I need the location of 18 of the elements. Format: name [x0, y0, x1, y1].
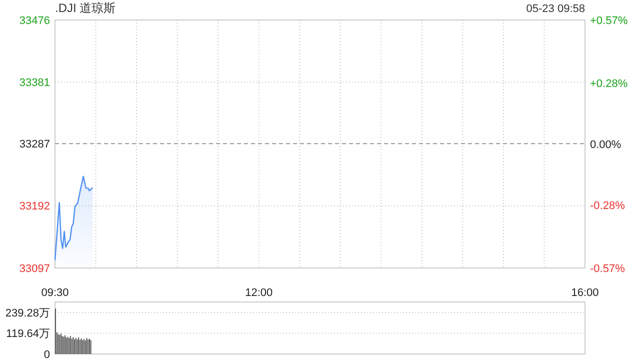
x-tick-label: 16:00 — [571, 287, 599, 299]
y-tick-label: 33476 — [19, 14, 50, 27]
y2-tick-label: -0.28% — [590, 200, 626, 212]
y-tick-label: 33381 — [19, 77, 50, 90]
y-tick-label: 119.64万 — [6, 328, 50, 340]
y2-tick-label: -0.57% — [590, 262, 626, 275]
text: 05-23 09:58 — [526, 3, 585, 15]
y2-tick-label: +0.57% — [590, 14, 628, 27]
y-tick-label: 33192 — [19, 200, 50, 213]
chart-title: .DJI 道琼斯 — [55, 1, 116, 15]
x-tick-label: 12:00 — [245, 287, 273, 299]
y2-tick-label: +0.28% — [590, 78, 628, 90]
y-tick-label: 33287 — [19, 138, 50, 151]
y-tick-label: 0 — [44, 348, 50, 360]
y2-tick-label: 0.00% — [590, 138, 622, 151]
y-tick-label: 239.28万 — [5, 307, 50, 320]
x-tick-label: 09:30 — [41, 287, 69, 299]
y-tick-label: 33097 — [19, 262, 50, 275]
